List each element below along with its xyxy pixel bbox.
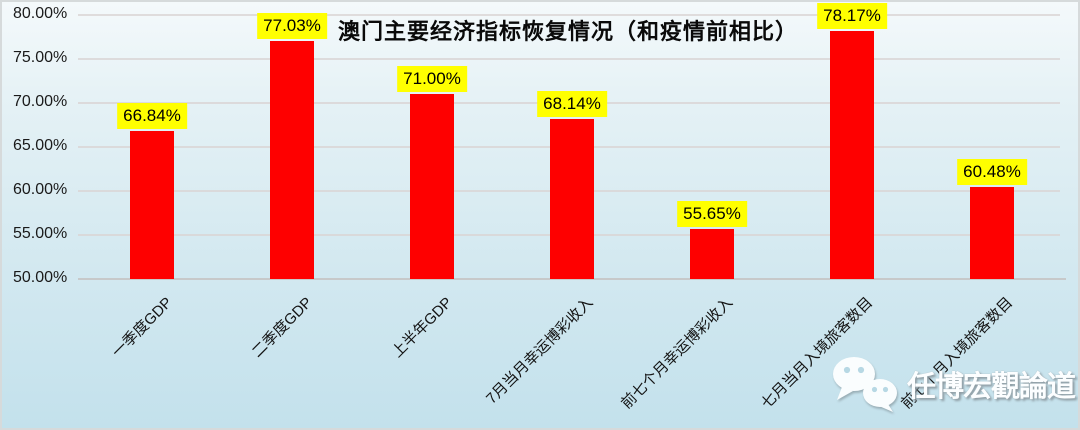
y-axis-tick-label: 50.00% — [13, 269, 68, 286]
bar — [830, 31, 874, 279]
y-axis-tick-label: 55.00% — [13, 225, 68, 242]
x-axis-category-label: 前七个月幸运博彩收入 — [618, 294, 737, 413]
watermark: 任博宏觀論道 — [832, 356, 1076, 412]
x-axis-category-label: 二季度GDP — [249, 294, 317, 361]
bar — [550, 119, 594, 279]
x-axis-category-label: 7月当月幸运博彩收入 — [482, 294, 597, 408]
x-axis-line — [78, 278, 1066, 280]
y-axis-tick-label: 65.00% — [13, 137, 68, 154]
bar-value-label: 78.17% — [817, 3, 887, 30]
bar — [270, 41, 314, 279]
bar — [690, 229, 734, 279]
y-axis-tick-label: 75.00% — [13, 49, 68, 66]
chart-title: 澳门主要经济指标恢复情况（和疫情前相比） — [337, 19, 798, 44]
bar-value-label: 71.00% — [397, 66, 467, 93]
y-axis-tick-label: 80.00% — [13, 5, 68, 22]
y-axis-tick-label: 70.00% — [13, 93, 68, 110]
bar — [130, 130, 174, 279]
y-axis-tick-label: 60.00% — [13, 181, 68, 198]
x-axis-category-label: 上半年GDP — [389, 294, 457, 361]
gridline — [78, 58, 1060, 60]
bar-value-label: 66.84% — [117, 102, 187, 129]
bar — [410, 94, 454, 279]
bar-value-label: 77.03% — [257, 13, 327, 40]
gridline — [78, 14, 1060, 16]
x-axis-category-label: 一季度GDP — [109, 294, 177, 361]
watermark-text: 任博宏觀論道 — [907, 371, 1076, 403]
wechat-icon — [833, 357, 897, 412]
bar-value-label: 68.14% — [537, 91, 607, 118]
bar-value-label: 60.48% — [957, 158, 1027, 185]
bar-value-label: 55.65% — [677, 201, 747, 228]
bar — [970, 186, 1014, 279]
